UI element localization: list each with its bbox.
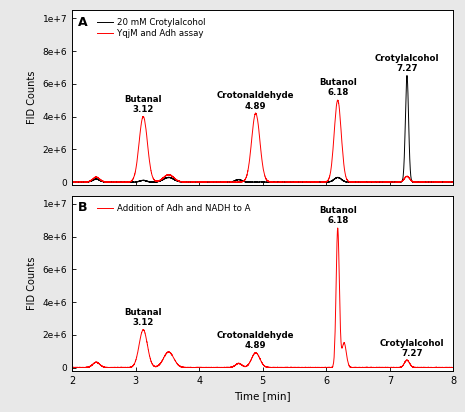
YqjM and Adh assay	[69, 180, 75, 185]
20 mM Crotylalcohol	[70, 180, 75, 185]
YqjM and Adh assay	[207, 180, 213, 185]
X-axis label: Time [min]: Time [min]	[234, 391, 291, 401]
YqjM and Adh assay	[352, 179, 358, 184]
20 mM Crotylalcohol	[352, 180, 358, 185]
Addition of Adh and NADH to A	[88, 363, 94, 368]
YqjM and Adh assay	[335, 98, 341, 103]
20 mM Crotylalcohol	[207, 180, 213, 185]
20 mM Crotylalcohol	[404, 73, 410, 78]
Y-axis label: FID Counts: FID Counts	[27, 257, 37, 310]
Addition of Adh and NADH to A	[295, 365, 300, 370]
Text: Crotonaldehyde
4.89: Crotonaldehyde 4.89	[217, 331, 294, 350]
20 mM Crotylalcohol	[88, 178, 94, 183]
Text: Butanal
3.12: Butanal 3.12	[125, 308, 162, 328]
Addition of Adh and NADH to A	[335, 225, 340, 230]
YqjM and Adh assay	[295, 180, 300, 185]
Addition of Adh and NADH to A	[312, 365, 317, 370]
Addition of Adh and NADH to A	[352, 365, 358, 370]
Text: B: B	[78, 201, 87, 214]
20 mM Crotylalcohol	[69, 179, 75, 184]
Addition of Adh and NADH to A	[69, 365, 75, 370]
Line: Addition of Adh and NADH to A: Addition of Adh and NADH to A	[72, 228, 453, 368]
YqjM and Adh assay	[88, 178, 94, 183]
Text: Butanol
6.18: Butanol 6.18	[319, 206, 357, 225]
YqjM and Adh assay	[312, 180, 317, 185]
20 mM Crotylalcohol	[295, 180, 300, 185]
20 mM Crotylalcohol	[451, 180, 456, 185]
Legend: Addition of Adh and NADH to A: Addition of Adh and NADH to A	[95, 202, 252, 214]
Text: A: A	[78, 16, 87, 28]
YqjM and Adh assay	[69, 180, 75, 185]
YqjM and Adh assay	[372, 180, 378, 185]
Y-axis label: FID Counts: FID Counts	[27, 71, 37, 124]
Addition of Adh and NADH to A	[451, 365, 456, 370]
Text: Butanol
6.18: Butanol 6.18	[319, 77, 357, 97]
20 mM Crotylalcohol	[372, 180, 378, 185]
Legend: 20 mM Crotylalcohol, YqjM and Adh assay: 20 mM Crotylalcohol, YqjM and Adh assay	[95, 16, 207, 40]
Line: 20 mM Crotylalcohol: 20 mM Crotylalcohol	[72, 75, 453, 182]
Text: Butanal
3.12: Butanal 3.12	[125, 95, 162, 114]
YqjM and Adh assay	[451, 180, 456, 185]
Addition of Adh and NADH to A	[372, 365, 378, 370]
Text: Crotylalcohol
7.27: Crotylalcohol 7.27	[380, 339, 445, 358]
Text: Crotonaldehyde
4.89: Crotonaldehyde 4.89	[217, 91, 294, 111]
Line: YqjM and Adh assay: YqjM and Adh assay	[72, 100, 453, 182]
20 mM Crotylalcohol	[312, 180, 317, 185]
Addition of Adh and NADH to A	[207, 365, 213, 370]
Text: Crotylalcohol
7.27: Crotylalcohol 7.27	[375, 54, 439, 73]
